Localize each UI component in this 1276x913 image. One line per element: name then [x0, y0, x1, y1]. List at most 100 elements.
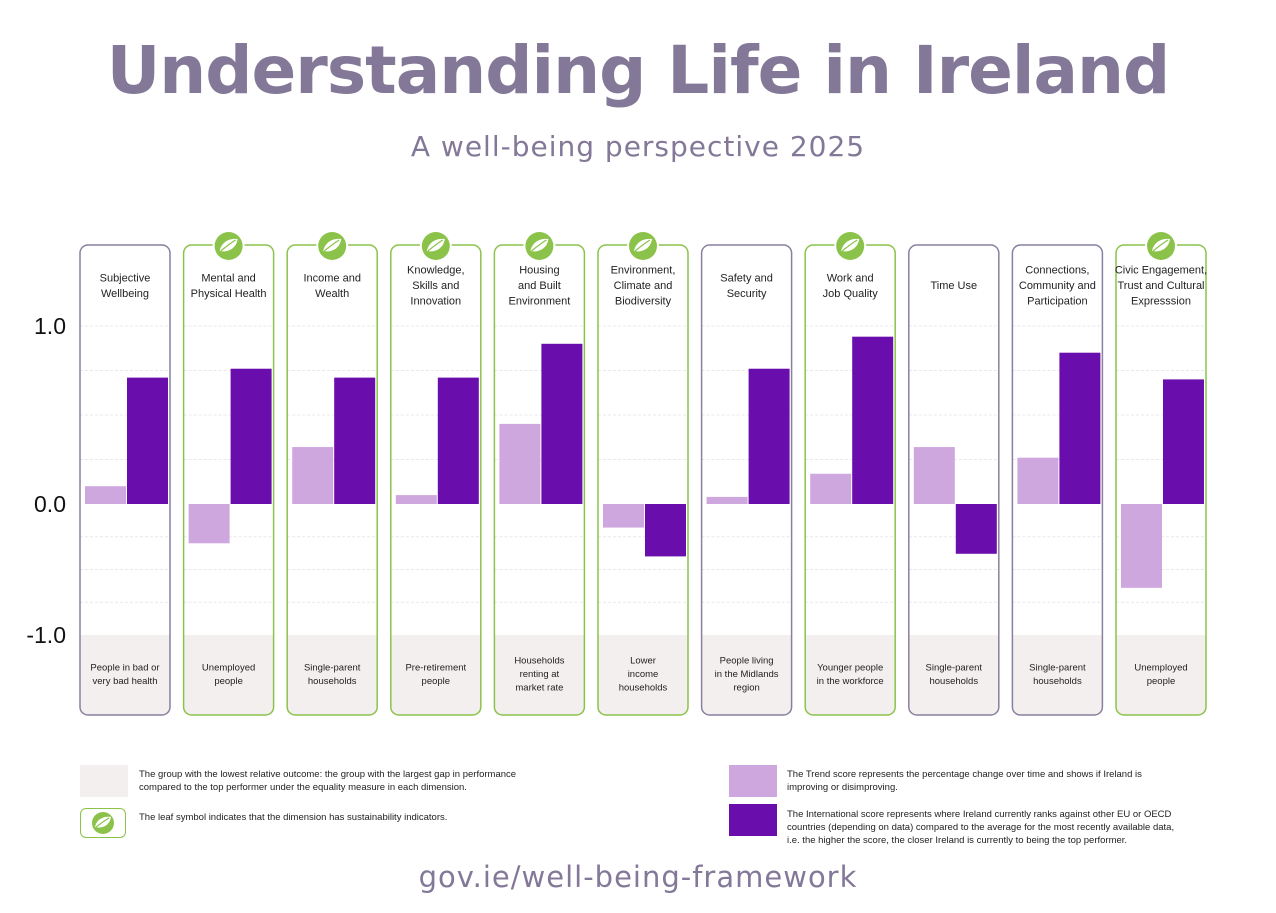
- dimension-label: Income and Wealth: [303, 272, 360, 300]
- group-label: Lower income households: [619, 656, 668, 694]
- dimension-panel: Mental and Physical Health Unemployed peopl…: [182, 230, 275, 716]
- dimension-panel: Income and Wealth Single-parent households: [286, 230, 378, 716]
- leaf-icon: [92, 812, 114, 834]
- dimension-label: Environment, Climate and Biodiversity: [611, 265, 676, 308]
- leaf-icon: [316, 230, 349, 262]
- dimension-label: Subjective Wellbeing: [100, 272, 151, 300]
- legend-trend-text: The Trend score represents the percentag…: [787, 768, 1142, 794]
- group-band: [80, 635, 170, 715]
- y-tick-label: 0.0: [34, 491, 66, 517]
- leaf-icon: [419, 230, 452, 262]
- international-bar: [852, 336, 894, 504]
- panel-border: [908, 244, 1000, 716]
- group-label: Pre-retirement people: [405, 662, 466, 687]
- group-label: People in bad or very bad health: [90, 662, 159, 687]
- international-bar: [230, 368, 272, 504]
- trend-bar: [603, 504, 644, 528]
- international-bar: [748, 368, 790, 504]
- group-band: [494, 635, 585, 715]
- legend-international-line: The International score represents where…: [787, 809, 1172, 820]
- dimension-panel: Work and Job Quality Younger people in the …: [804, 230, 896, 716]
- legend-international-line: i.e. the higher the score, the closer Ir…: [787, 835, 1128, 846]
- group-label: Single-parent households: [926, 662, 983, 687]
- group-label: Unemployed people: [202, 662, 255, 687]
- group-band: [908, 635, 999, 715]
- page-title: Understanding Life in Ireland: [106, 32, 1171, 109]
- panel-background: [80, 245, 170, 715]
- legend-group-swatch: [80, 765, 128, 797]
- legend-international-text: The International score represents where…: [787, 808, 1174, 847]
- trend-bar: [1121, 504, 1162, 588]
- leaf-icon: [834, 230, 867, 262]
- panel-background: [1116, 245, 1206, 715]
- y-tick-label: 1.0: [34, 313, 66, 339]
- legend-trend-swatch: [729, 765, 777, 797]
- wellbeing-chart: 1.0 0.0 -1.0 Subjective Wellbeing People in b…: [26, 230, 1207, 716]
- dimension-panel: Time Use Single-parent households: [908, 244, 1000, 716]
- trend-bar: [188, 504, 230, 544]
- group-band: [287, 635, 378, 715]
- leaf-icon: [1145, 230, 1177, 262]
- legend-trend-line: The Trend score represents the percentag…: [787, 769, 1142, 780]
- international-bar: [437, 377, 479, 504]
- y-tick-label: -1.0: [26, 622, 66, 648]
- panel-border: [700, 244, 793, 716]
- dimension-panel: Safety and Security People living in the Mi…: [700, 244, 793, 716]
- group-label: People living in the Midlands region: [715, 656, 779, 694]
- trend-bar: [395, 495, 437, 504]
- legend-leaf-swatch: [80, 808, 126, 838]
- legend-group-line: compared to the top performer under the …: [139, 782, 467, 793]
- group-band: [1012, 635, 1103, 715]
- legend-group-text: The group with the lowest relative outco…: [139, 768, 516, 794]
- group-band: [701, 635, 792, 715]
- dimension-label: Safety and Security: [720, 272, 773, 300]
- dimension-label: Connections, Community and Participation: [1019, 265, 1096, 308]
- leaf-icon: [523, 230, 556, 262]
- group-band: [390, 635, 481, 715]
- dimension-label: Time Use: [930, 280, 977, 292]
- trend-bar: [810, 473, 852, 504]
- panel-background: [701, 245, 792, 715]
- legend-leaf-line: The leaf symbol indicates that the dimen…: [139, 812, 448, 823]
- panel-background: [183, 245, 274, 715]
- group-band: [598, 635, 688, 715]
- dimension-label: Mental and Physical Health: [191, 272, 267, 300]
- trend-bar: [292, 447, 334, 504]
- international-bar: [955, 504, 997, 554]
- dimension-panel: Subjective Wellbeing People in bad or very …: [79, 244, 171, 716]
- panel-background: [390, 245, 481, 715]
- group-label: Unemployed people: [1134, 662, 1187, 687]
- legend-group-line: The group with the lowest relative outco…: [139, 769, 517, 780]
- group-label: Single-parent households: [1029, 662, 1086, 687]
- dimension-panel: Civic Engagement, Trust and Cultural Expre…: [1115, 230, 1207, 716]
- dimension-panel: Knowledge, Skills and Innovation Pre-retire…: [390, 230, 482, 716]
- international-bar: [127, 377, 168, 504]
- trend-bar: [706, 496, 748, 504]
- international-bar: [541, 343, 583, 504]
- trend-bar: [85, 486, 126, 504]
- legend-international-line: countries (depending on data) compared t…: [787, 822, 1175, 833]
- dimension-label: Civic Engagement, Trust and Cultural Expre…: [1115, 265, 1207, 308]
- trend-bar: [913, 447, 955, 504]
- dimension-panel: Environment, Climate and Biodiversity Lower…: [597, 230, 689, 716]
- group-label: Single-parent households: [304, 662, 361, 687]
- international-bar: [645, 504, 686, 557]
- leaf-icon: [627, 230, 659, 262]
- panel-border: [1011, 244, 1104, 716]
- international-bar: [1163, 379, 1204, 504]
- dimension-panel: Connections, Community and Participation Si…: [1011, 244, 1104, 716]
- legend-leaf-text: The leaf symbol indicates that the dimen…: [139, 811, 447, 824]
- panel-border: [79, 244, 171, 716]
- international-bar: [1059, 352, 1101, 504]
- dimension-label: Work and Job Quality: [823, 272, 879, 300]
- group-band: [183, 635, 274, 715]
- footer-url[interactable]: gov.ie/well-being-framework: [418, 860, 858, 894]
- leaf-icon: [212, 230, 245, 262]
- panel-background: [598, 245, 688, 715]
- group-band: [1116, 635, 1206, 715]
- page-subtitle: A well-being perspective 2025: [410, 130, 866, 163]
- group-label: Younger people in the workforce: [817, 662, 884, 687]
- trend-bar: [499, 423, 541, 504]
- group-band: [805, 635, 896, 715]
- dimension-label: Knowledge, Skills and Innovation: [407, 265, 465, 308]
